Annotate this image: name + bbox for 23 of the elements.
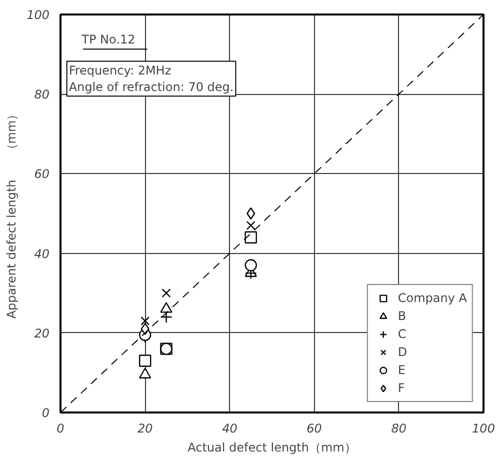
annotation: Frequency: 2MHz <box>68 63 172 78</box>
x-axis-title: Actual defect length（mm） <box>188 440 356 454</box>
y-tick-label: 80 <box>34 88 50 102</box>
y-tick-label: 60 <box>34 167 50 182</box>
annotation: Angle of refraction: 70 deg. <box>68 80 234 94</box>
legend-label: F <box>398 380 406 396</box>
legend-label: B <box>398 308 408 324</box>
y-axis-title: Apparent defect length （mm） <box>4 108 19 319</box>
y-tick-label: 20 <box>34 326 50 340</box>
x-tick-label: 80 <box>391 422 407 436</box>
y-tick-label: 0 <box>42 406 50 420</box>
legend-label: C <box>398 326 408 342</box>
legend-label: E <box>398 362 406 378</box>
legend-label: D <box>398 344 408 360</box>
x-tick-label: 0 <box>56 422 65 436</box>
x-tick-label: 100 <box>472 422 496 436</box>
y-tick-label: 100 <box>26 8 50 22</box>
x-tick-label: 20 <box>137 422 154 436</box>
y-tick-label: 40 <box>34 246 50 261</box>
legend-label: Company A <box>398 290 467 306</box>
annotation: TP No.12 <box>80 32 136 46</box>
x-tick-label: 60 <box>306 422 322 436</box>
x-tick-label: 40 <box>222 422 238 436</box>
